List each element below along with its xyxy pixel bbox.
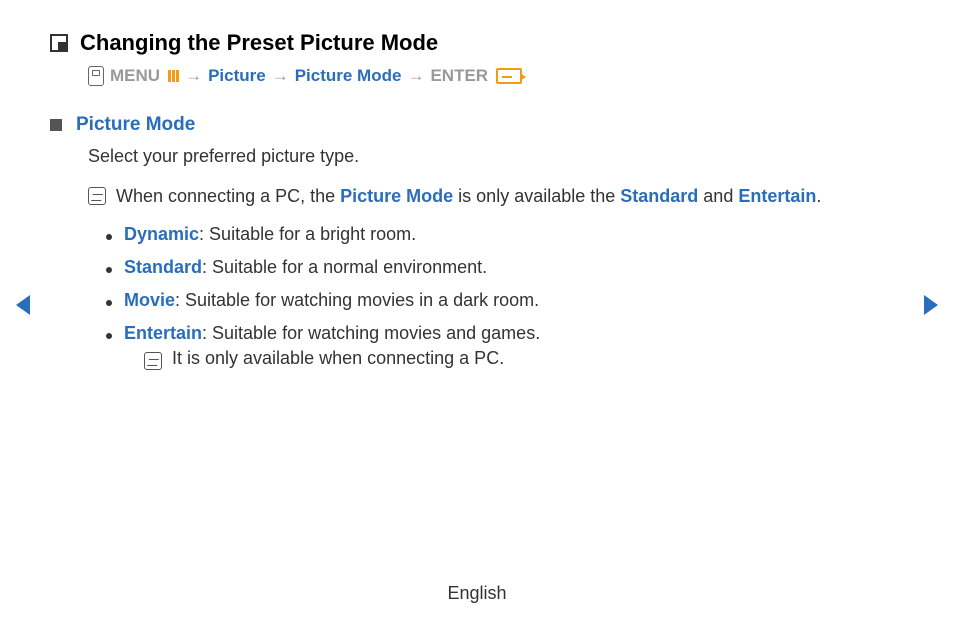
- enter-label: ENTER: [430, 66, 488, 86]
- title-row: Changing the Preset Picture Mode: [50, 30, 904, 56]
- mode-label: Standard: [124, 257, 202, 277]
- note-end: .: [816, 186, 821, 206]
- prev-page-button[interactable]: [16, 295, 30, 315]
- note-mid: is only available the: [453, 186, 620, 206]
- mode-text: Dynamic: Suitable for a bright room.: [124, 224, 416, 245]
- bullet-icon: [106, 300, 112, 306]
- note-text: When connecting a PC, the Picture Mode i…: [116, 183, 904, 210]
- bullet-icon: [106, 234, 112, 240]
- mode-text: Movie: Suitable for watching movies in a…: [124, 290, 539, 311]
- mode-text: Entertain: Suitable for watching movies …: [124, 323, 540, 370]
- page-title: Changing the Preset Picture Mode: [80, 30, 438, 56]
- arrow-icon: →: [185, 66, 202, 86]
- section-heading: Picture Mode: [76, 114, 195, 136]
- entertain-subnote: It is only available when connecting a P…: [144, 348, 540, 370]
- mode-text: Standard: Suitable for a normal environm…: [124, 257, 487, 278]
- square-bullet-icon: [50, 119, 62, 131]
- note-icon: [144, 352, 162, 370]
- crumb-picture-mode: Picture Mode: [295, 66, 402, 86]
- note-pm: Picture Mode: [340, 186, 453, 206]
- mode-desc: : Suitable for a normal environment.: [202, 257, 487, 277]
- mode-entertain: Entertain: Suitable for watching movies …: [106, 323, 904, 370]
- mode-desc: : Suitable for a bright room.: [199, 224, 416, 244]
- note-icon: [88, 187, 106, 205]
- menu-label: MENU: [110, 66, 160, 86]
- mode-label: Movie: [124, 290, 175, 310]
- mode-label: Dynamic: [124, 224, 199, 244]
- crumb-picture: Picture: [208, 66, 266, 86]
- note-pc-mode: When connecting a PC, the Picture Mode i…: [88, 183, 904, 210]
- arrow-icon: →: [272, 66, 289, 86]
- bullet-icon: [106, 267, 112, 273]
- mode-desc: : Suitable for watching movies in a dark…: [175, 290, 539, 310]
- note-ent: Entertain: [738, 186, 816, 206]
- footer-language: English: [0, 583, 954, 604]
- note-pre: When connecting a PC, the: [116, 186, 340, 206]
- section-row: Picture Mode: [50, 114, 904, 136]
- mode-dynamic: Dynamic: Suitable for a bright room.: [106, 224, 904, 245]
- remote-icon: [88, 66, 104, 86]
- arrow-icon: →: [407, 66, 424, 86]
- mode-movie: Movie: Suitable for watching movies in a…: [106, 290, 904, 311]
- enter-icon: [496, 68, 522, 84]
- triangle-left-icon: [16, 295, 30, 315]
- section-intro: Select your preferred picture type.: [88, 146, 904, 167]
- checkbox-icon: [50, 34, 68, 52]
- next-page-button[interactable]: [924, 295, 938, 315]
- mode-standard: Standard: Suitable for a normal environm…: [106, 257, 904, 278]
- mode-label: Entertain: [124, 323, 202, 343]
- mode-list: Dynamic: Suitable for a bright room. Sta…: [106, 224, 904, 370]
- bullet-icon: [106, 333, 112, 339]
- note-std: Standard: [620, 186, 698, 206]
- note-and: and: [698, 186, 738, 206]
- triangle-right-icon: [924, 295, 938, 315]
- breadcrumb: MENU → Picture → Picture Mode → ENTER: [88, 66, 904, 86]
- subnote-text: It is only available when connecting a P…: [172, 348, 504, 370]
- mode-desc: : Suitable for watching movies and games…: [202, 323, 540, 343]
- menu-bars-icon: [168, 70, 179, 82]
